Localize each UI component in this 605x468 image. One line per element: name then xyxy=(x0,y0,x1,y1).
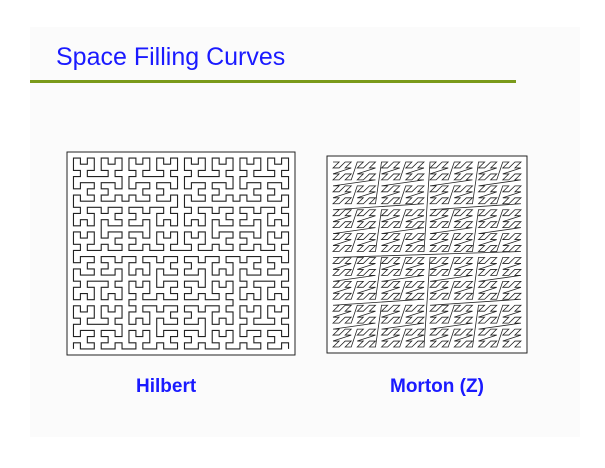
hilbert-frame xyxy=(66,151,296,356)
slide-title: Space Filling Curves xyxy=(56,43,286,71)
hilbert-curve-path xyxy=(72,157,290,350)
morton-frame xyxy=(326,155,528,354)
title-underline xyxy=(30,80,516,83)
hilbert-caption: Hilbert xyxy=(136,376,197,397)
morton-caption: Morton (Z) xyxy=(390,376,484,397)
morton-curve-diagram xyxy=(326,155,528,354)
morton-curve-figure xyxy=(326,155,528,354)
hilbert-curve-diagram xyxy=(66,151,296,356)
hilbert-curve-figure xyxy=(66,151,296,356)
morton-curve-path xyxy=(332,161,522,348)
